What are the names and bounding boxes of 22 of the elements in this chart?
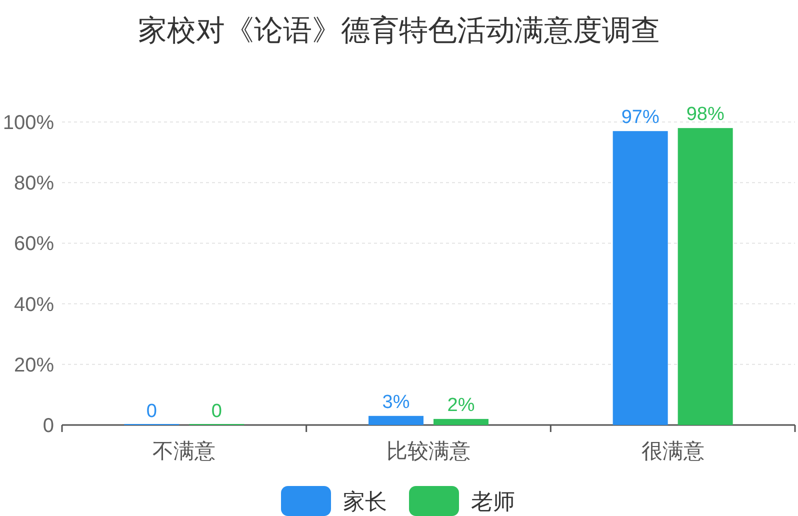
- y-tick-label: 80%: [14, 172, 54, 195]
- x-tick-label: 比较满意: [386, 440, 470, 463]
- bar: [678, 128, 733, 425]
- y-tick-label: 0: [42, 415, 54, 437]
- x-tick-label: 很满意: [641, 440, 704, 463]
- data-label: 0: [211, 401, 222, 422]
- y-tick-label: 20%: [14, 354, 54, 376]
- bar: [434, 418, 488, 425]
- y-tick-label: 60%: [14, 233, 54, 256]
- data-label: 97%: [621, 107, 660, 128]
- y-tick-label: 100%: [2, 112, 54, 134]
- data-label: 2%: [447, 394, 475, 416]
- x-tick-label: 不满意: [152, 440, 216, 463]
- data-label: 3%: [382, 392, 410, 413]
- chart-title: 家校对《论语》德育特色活动满意度调查: [138, 14, 660, 47]
- data-label: 0: [146, 401, 157, 422]
- legend-label: 家长: [343, 489, 387, 514]
- y-tick-label: 40%: [14, 294, 54, 316]
- legend-label: 老师: [471, 489, 515, 514]
- bar: [368, 416, 424, 425]
- data-label: 98%: [686, 104, 724, 126]
- bar: [612, 131, 668, 425]
